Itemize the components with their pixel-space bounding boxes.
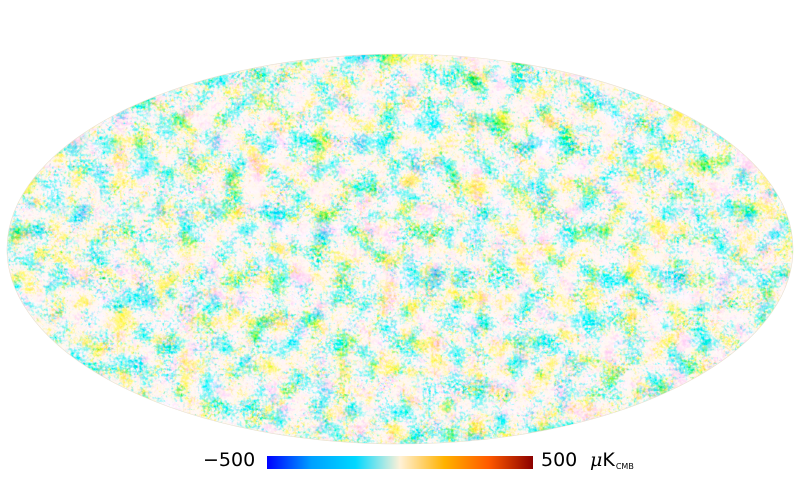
cmb-sky-map: [6, 53, 794, 445]
colorbar-max-label: 500: [541, 449, 578, 471]
cmb-temperature-field: [7, 54, 793, 444]
unit-subscript: CMB: [615, 462, 634, 471]
colorbar-gradient: [267, 456, 533, 469]
colorbar-legend: −500 500 μKCMB: [0, 446, 800, 476]
unit-k-letter: K: [602, 449, 615, 471]
colorbar-min-label: −500: [203, 449, 256, 471]
unit-mu-symbol: μ: [590, 449, 603, 471]
map-outline: [6, 53, 794, 445]
colorbar-unit-label: μKCMB: [590, 448, 634, 476]
